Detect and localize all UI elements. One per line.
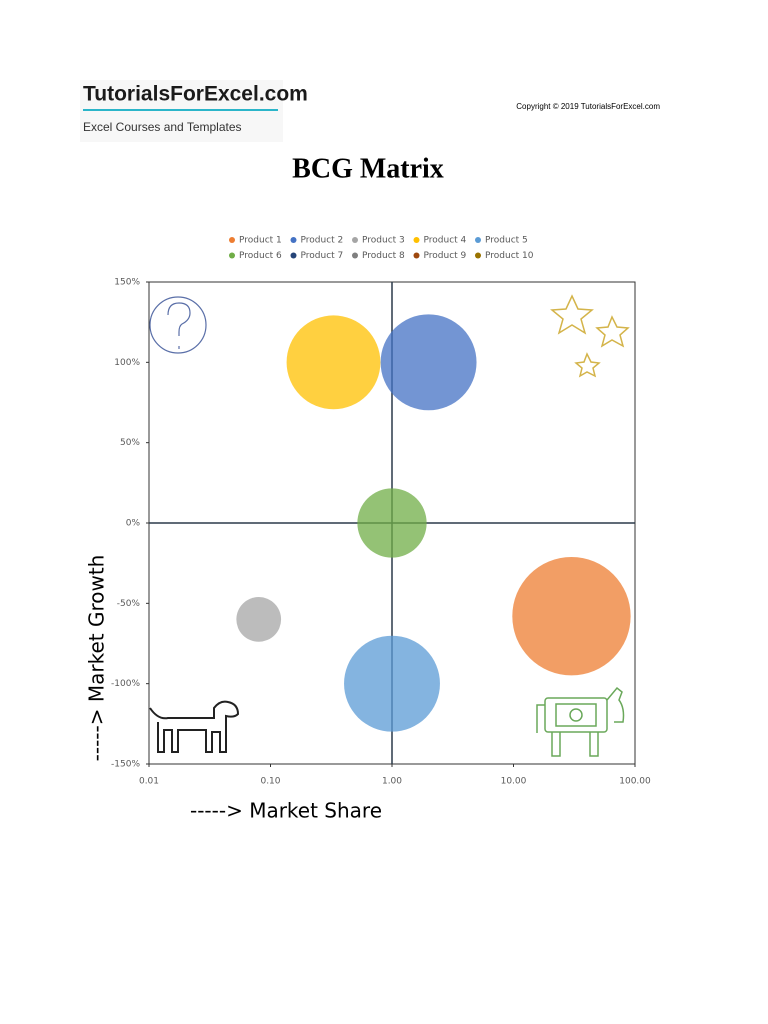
legend-marker	[229, 237, 235, 243]
y-tick-label: 100%	[114, 358, 140, 368]
legend-marker	[290, 237, 297, 243]
legend-label: Product 8	[362, 251, 405, 261]
y-tick-label: -150%	[111, 760, 140, 770]
legend-label: Product 1	[239, 236, 282, 246]
x-tick-label: 0.01	[139, 777, 159, 787]
bubble	[344, 635, 440, 732]
y-tick-label: -50%	[117, 599, 141, 609]
bubble	[512, 557, 631, 676]
logo: TutorialsForExcel.com	[83, 83, 308, 106]
legend-marker	[413, 252, 420, 259]
bubble	[236, 597, 282, 642]
stars-icon	[550, 294, 630, 378]
legend-marker	[475, 252, 481, 259]
question-icon	[149, 296, 207, 354]
x-tick-label: 1.00	[382, 777, 402, 787]
y-tick-label: 50%	[120, 438, 140, 448]
legend-label: Product 6	[239, 251, 282, 261]
cow-icon	[536, 686, 625, 757]
y-tick-label: -100%	[111, 679, 140, 689]
legend-marker	[352, 252, 358, 259]
y-tick-label: 150%	[114, 278, 140, 288]
legend-marker	[475, 237, 481, 243]
dog-icon	[149, 700, 240, 753]
legend-marker	[352, 237, 358, 243]
x-tick-label: 0.10	[260, 777, 280, 787]
copyright: Copyright © 2019 TutorialsForExcel.com	[516, 102, 660, 111]
legend-label: Product 4	[424, 236, 467, 246]
y-tick-label: 0%	[126, 519, 141, 529]
legend-label: Product 5	[485, 236, 528, 246]
legend-marker	[413, 237, 420, 243]
tagline: Excel Courses and Templates	[83, 120, 242, 134]
y-axis-title: -----> Market Growth	[85, 555, 109, 762]
bubble	[357, 488, 427, 558]
chart-title: BCG Matrix	[292, 153, 444, 184]
x-axis-title: -----> Market Share	[190, 799, 382, 823]
bubble	[380, 314, 477, 411]
x-tick-label: 10.00	[501, 777, 527, 787]
legend-label: Product 3	[362, 236, 405, 246]
legend-label: Product 7	[301, 251, 344, 261]
legend-marker	[290, 252, 297, 259]
legend-label: Product 10	[485, 251, 534, 261]
bubble	[286, 315, 381, 410]
x-tick-label: 100.00	[619, 777, 651, 787]
legend-label: Product 9	[424, 251, 467, 261]
legend-label: Product 2	[301, 236, 344, 246]
legend-marker	[229, 252, 235, 259]
